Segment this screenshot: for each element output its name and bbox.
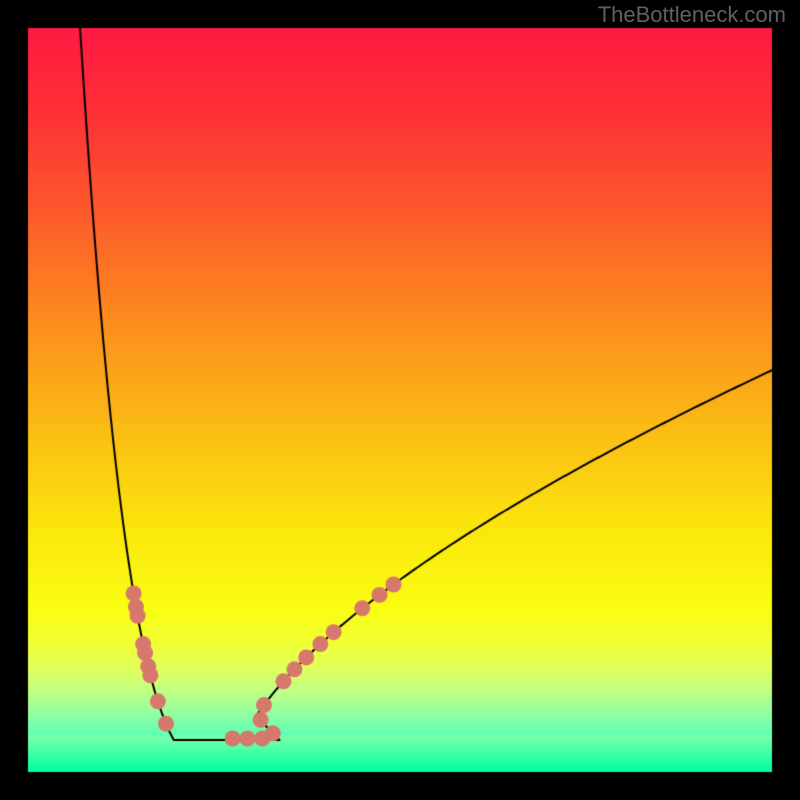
chart-root: TheBottleneck.com <box>0 0 800 800</box>
watermark-text: TheBottleneck.com <box>598 2 786 28</box>
bottleneck-curve-canvas <box>0 0 800 800</box>
